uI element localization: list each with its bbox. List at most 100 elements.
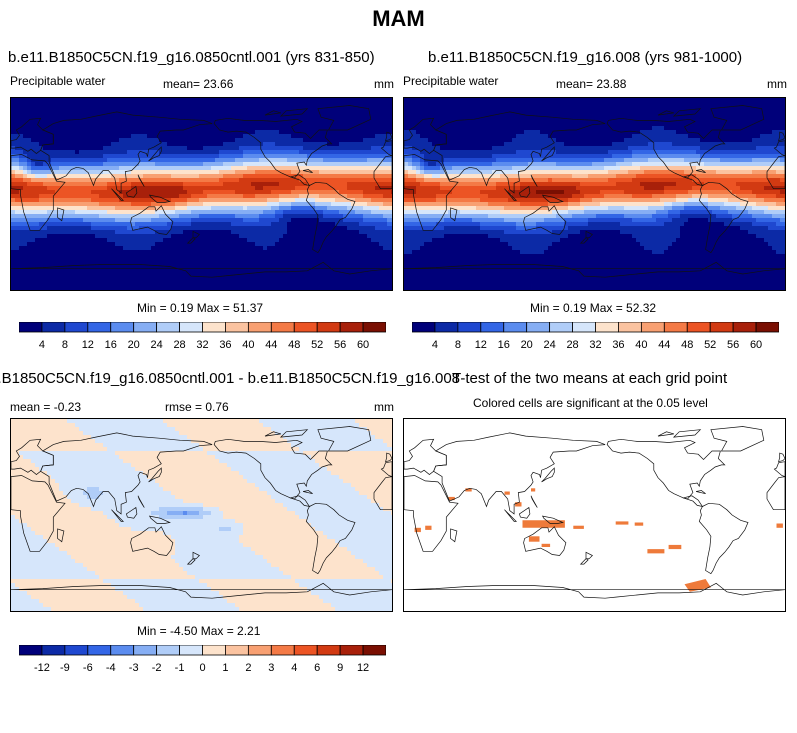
field-cell bbox=[59, 250, 64, 255]
field-cell bbox=[223, 174, 228, 179]
field-cell bbox=[480, 98, 485, 103]
field-cell bbox=[299, 166, 304, 171]
field-cell bbox=[295, 118, 300, 123]
field-cell bbox=[35, 246, 40, 251]
field-cell bbox=[239, 174, 244, 179]
field-cell bbox=[79, 114, 84, 119]
field-cell bbox=[67, 178, 72, 183]
field-cell bbox=[35, 254, 40, 259]
field-cell bbox=[167, 178, 172, 183]
field-cell bbox=[247, 122, 252, 127]
field-cell bbox=[111, 218, 116, 223]
field-cell bbox=[91, 230, 96, 235]
field-cell bbox=[15, 226, 20, 231]
field-cell bbox=[95, 282, 100, 287]
field-cell bbox=[183, 106, 188, 111]
field-cell bbox=[15, 274, 20, 279]
field-cell bbox=[247, 114, 252, 119]
field-cell bbox=[359, 142, 364, 147]
figure-title: MAM bbox=[372, 6, 425, 31]
field-cell bbox=[267, 206, 272, 211]
field-cell bbox=[143, 174, 148, 179]
field-cell bbox=[191, 126, 196, 131]
field-cell bbox=[179, 170, 184, 175]
field-cell bbox=[227, 270, 232, 275]
field-cell bbox=[323, 170, 328, 175]
field-cell bbox=[448, 98, 453, 103]
field-cell bbox=[143, 222, 148, 227]
field-cell bbox=[139, 174, 144, 179]
field-cell bbox=[59, 194, 64, 199]
field-cell bbox=[211, 214, 216, 219]
field-cell bbox=[99, 242, 104, 247]
field-cell bbox=[391, 250, 392, 255]
field-cell bbox=[175, 154, 180, 159]
field-cell bbox=[367, 150, 372, 155]
field-cell bbox=[163, 182, 168, 187]
field-cell bbox=[199, 190, 204, 195]
field-cell bbox=[111, 210, 116, 215]
field-cell bbox=[191, 226, 196, 231]
field-cell bbox=[207, 142, 212, 147]
field-cell bbox=[143, 214, 148, 219]
field-cell bbox=[568, 98, 573, 103]
panel1-colorbar-tick-label: 12 bbox=[82, 339, 94, 351]
field-cell bbox=[267, 126, 272, 131]
field-cell bbox=[367, 170, 372, 175]
field-cell bbox=[211, 154, 216, 159]
field-cell bbox=[211, 262, 216, 267]
field-cell bbox=[371, 166, 376, 171]
field-cell bbox=[175, 210, 180, 215]
field-cell bbox=[263, 230, 268, 235]
field-cell bbox=[35, 182, 40, 187]
field-cell bbox=[107, 210, 112, 215]
field-cell bbox=[171, 178, 176, 183]
field-cell bbox=[219, 150, 224, 155]
field-cell bbox=[255, 258, 260, 263]
field-cell bbox=[211, 230, 216, 235]
field-cell bbox=[363, 142, 368, 147]
field-cell bbox=[223, 178, 228, 183]
field-cell bbox=[512, 98, 517, 103]
field-cell bbox=[191, 238, 196, 243]
field-cell bbox=[11, 234, 16, 239]
field-cell bbox=[363, 202, 368, 207]
field-cell bbox=[191, 194, 196, 199]
field-cell bbox=[31, 134, 36, 139]
field-cell bbox=[371, 154, 376, 159]
field-cell bbox=[95, 158, 100, 163]
field-cell bbox=[75, 202, 80, 207]
field-cell bbox=[612, 102, 617, 107]
field-cell bbox=[339, 134, 344, 139]
field-cell bbox=[363, 218, 368, 223]
field-cell bbox=[143, 210, 148, 215]
field-cell bbox=[67, 222, 72, 227]
field-cell bbox=[299, 186, 304, 191]
field-cell bbox=[492, 106, 497, 111]
field-cell bbox=[295, 238, 300, 243]
field-cell bbox=[335, 226, 340, 231]
field-cell bbox=[91, 246, 96, 251]
field-cell bbox=[335, 170, 340, 175]
field-cell bbox=[279, 106, 284, 111]
field-cell bbox=[391, 206, 392, 211]
field-cell bbox=[251, 110, 256, 115]
field-cell bbox=[311, 146, 316, 151]
field-cell bbox=[167, 118, 172, 123]
field-cell bbox=[163, 218, 168, 223]
field-cell bbox=[295, 250, 300, 255]
field-cell bbox=[183, 138, 188, 143]
field-cell bbox=[103, 210, 108, 215]
field-cell bbox=[207, 178, 212, 183]
field-cell bbox=[55, 266, 60, 271]
field-cell bbox=[560, 106, 565, 111]
field-cell bbox=[47, 286, 52, 290]
field-cell bbox=[247, 98, 252, 103]
field-cell bbox=[19, 118, 24, 123]
field-cell bbox=[167, 134, 172, 139]
field-cell bbox=[207, 234, 212, 239]
field-cell bbox=[243, 238, 248, 243]
field-cell bbox=[83, 146, 88, 151]
field-cell bbox=[267, 214, 272, 219]
field-cell bbox=[203, 246, 208, 251]
